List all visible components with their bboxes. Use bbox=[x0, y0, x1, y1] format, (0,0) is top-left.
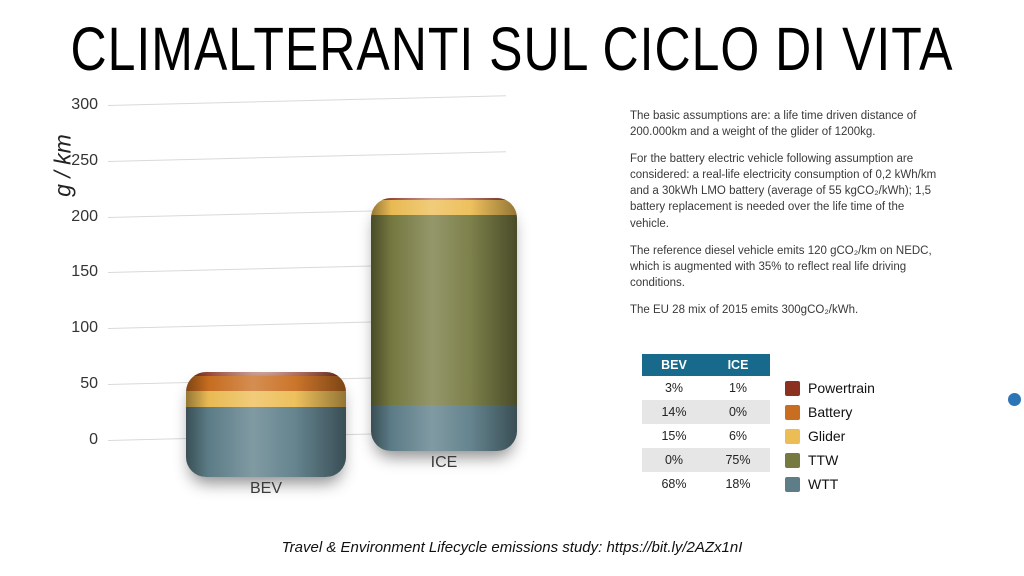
percentage-table: BEV ICE 3% 1% 14% 0% 15% 6% 0% 75% 68% 18% bbox=[642, 354, 770, 496]
legend-item-glider: Glider bbox=[785, 424, 875, 448]
y-tick-label: 50 bbox=[80, 375, 98, 393]
legend-item-battery: Battery bbox=[785, 400, 875, 424]
table-row-wtt: 68% 18% bbox=[642, 472, 770, 496]
y-tick-label: 100 bbox=[71, 319, 98, 337]
category-label-ice: ICE bbox=[430, 454, 458, 471]
legend-label: WTT bbox=[808, 476, 839, 492]
table-cell: 15% bbox=[661, 429, 687, 443]
table-cell: 75% bbox=[725, 453, 751, 467]
segment-wtt-ice bbox=[371, 404, 517, 451]
segment-ttw-ice bbox=[371, 215, 517, 405]
segment-glider-bev bbox=[186, 390, 346, 407]
gridline-300 bbox=[107, 95, 506, 106]
assumption-paragraph: The reference diesel vehicle emits 120 g… bbox=[630, 244, 932, 289]
y-tick-label: 200 bbox=[71, 207, 98, 225]
bar-ice bbox=[371, 198, 517, 451]
table-cell: 6% bbox=[728, 429, 748, 443]
table-cell: 18% bbox=[725, 477, 751, 491]
blue-dot-decoration bbox=[1008, 393, 1021, 406]
assumptions-text: The basic assumptions are: a life time d… bbox=[630, 108, 938, 318]
legend-label: Glider bbox=[808, 428, 846, 444]
legend-item-ttw: TTW bbox=[785, 448, 875, 472]
table-header-ice: ICE bbox=[706, 354, 770, 376]
source-note: Travel & Environment Lifecycle emissions… bbox=[281, 539, 743, 556]
legend-item-wtt: WTT bbox=[785, 472, 875, 496]
table-row-ttw: 0% 75% bbox=[642, 448, 770, 472]
assumptions-panel: The basic assumptions are: a life time d… bbox=[630, 108, 938, 329]
legend-label: Battery bbox=[808, 404, 853, 420]
legend-swatch-wtt bbox=[785, 476, 800, 492]
gridline-250 bbox=[107, 151, 506, 162]
chart-legend: Powertrain Battery Glider TTW WTT bbox=[785, 376, 875, 496]
table-cell: 1% bbox=[728, 381, 748, 395]
segment-wtt-bev bbox=[186, 406, 346, 477]
y-tick-label: 250 bbox=[71, 151, 98, 169]
table-cell: 3% bbox=[664, 381, 684, 395]
table-row-glider: 15% 6% bbox=[642, 424, 770, 448]
table-cell: 0% bbox=[664, 453, 684, 467]
segment-powertrain-ice bbox=[371, 198, 517, 201]
table-row-powertrain: 3% 1% bbox=[642, 376, 770, 400]
legend-swatch-powertrain bbox=[785, 380, 800, 396]
table-header-bev: BEV bbox=[642, 354, 706, 376]
legend-swatch-ttw bbox=[785, 452, 800, 468]
table-row-battery: 14% 0% bbox=[642, 400, 770, 424]
y-tick-label: 0 bbox=[89, 431, 98, 448]
y-tick-label: 300 bbox=[71, 95, 98, 113]
assumption-paragraph: The EU 28 mix of 2015 emits 300gCO₂/kWh. bbox=[630, 303, 859, 316]
segment-battery-bev bbox=[186, 375, 346, 391]
table-cell: 68% bbox=[661, 477, 687, 491]
assumption-paragraph: For the battery electric vehicle followi… bbox=[630, 153, 937, 230]
legend-label: Powertrain bbox=[808, 380, 875, 396]
category-label-bev: BEV bbox=[249, 480, 282, 497]
segment-powertrain-bev bbox=[186, 372, 346, 376]
assumption-paragraph: The basic assumptions are: a life time d… bbox=[630, 110, 917, 139]
y-tick-label: 150 bbox=[71, 263, 98, 281]
legend-item-powertrain: Powertrain bbox=[785, 376, 875, 400]
legend-label: TTW bbox=[808, 452, 839, 468]
table-cell: 14% bbox=[661, 405, 687, 419]
page-title: CLIMALTERANTI SUL CICLO DI VITA bbox=[70, 15, 954, 84]
segment-glider-ice bbox=[371, 200, 517, 216]
legend-swatch-battery bbox=[785, 404, 800, 420]
bar-bev bbox=[186, 372, 346, 477]
legend-swatch-glider bbox=[785, 428, 800, 444]
table-cell: 0% bbox=[728, 405, 748, 419]
